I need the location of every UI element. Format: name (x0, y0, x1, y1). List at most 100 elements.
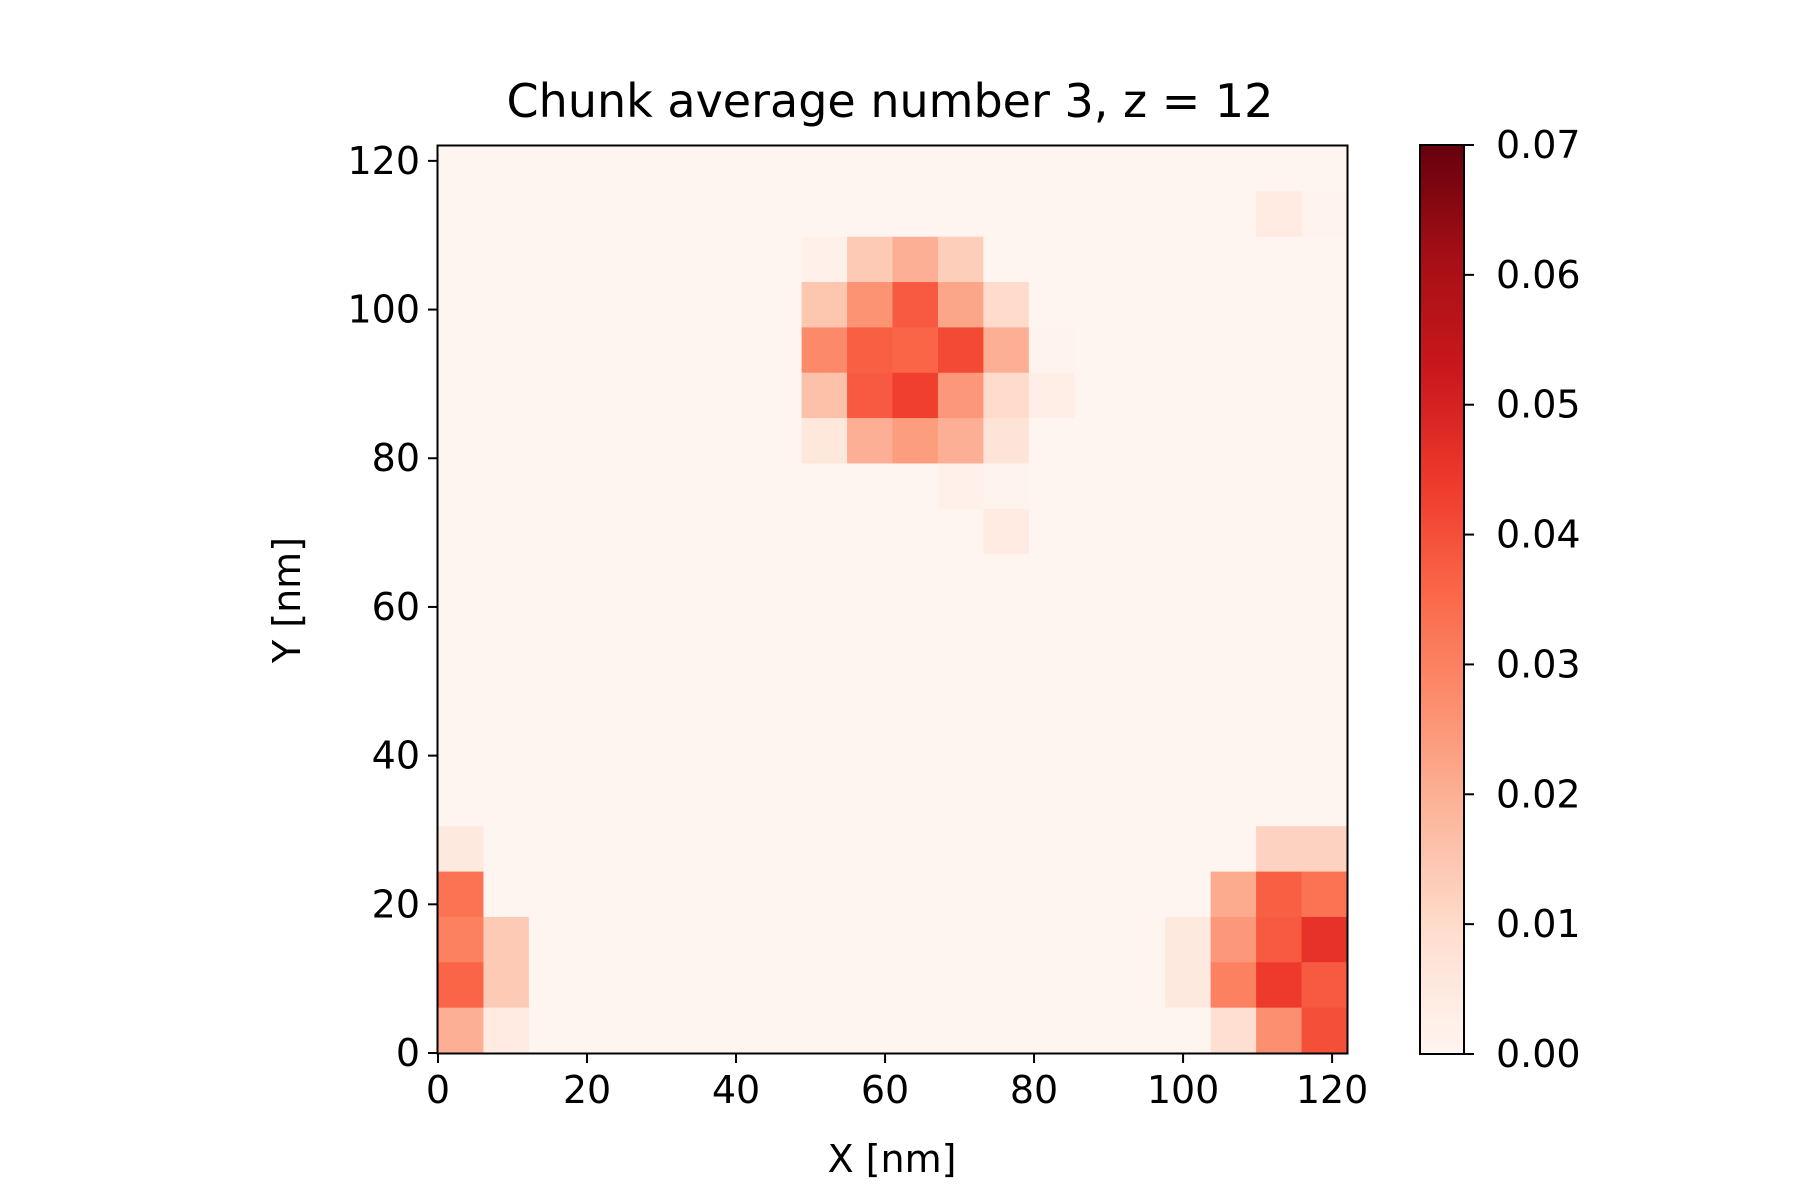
heatmap-cell (1119, 282, 1166, 328)
x-tick-label: 80 (1010, 1068, 1058, 1112)
heatmap-cell (1210, 599, 1257, 646)
heatmap-cell (847, 826, 894, 873)
heatmap-cell (983, 146, 1030, 192)
y-tick-label: 60 (372, 585, 420, 629)
heatmap-cell (438, 327, 485, 374)
heatmap-cell (528, 236, 575, 283)
heatmap-cell (756, 871, 803, 918)
heatmap-cell (892, 599, 939, 646)
heatmap-cell (710, 690, 757, 737)
heatmap-cell (1165, 599, 1212, 646)
heatmap-cell (619, 871, 666, 918)
heatmap-cell (1074, 916, 1121, 963)
heatmap-cell (483, 826, 530, 873)
heatmap-cell (665, 327, 712, 374)
heatmap-cell (574, 327, 621, 374)
heatmap-cell (801, 236, 848, 283)
heatmap-cell (756, 690, 803, 737)
heatmap-cell (1074, 236, 1121, 283)
heatmap-cell (801, 735, 848, 782)
heatmap-cell (710, 735, 757, 782)
heatmap-cell (528, 1007, 575, 1054)
heatmap-cell (1119, 735, 1166, 782)
heatmap-cell (1256, 508, 1303, 555)
heatmap-cell (710, 146, 757, 192)
heatmap-cell (1119, 554, 1166, 601)
heatmap-cell (528, 599, 575, 646)
heatmap-cell (1119, 644, 1166, 691)
heatmap-cell (1028, 282, 1075, 328)
heatmap-cell (1301, 508, 1348, 555)
heatmap-cell (1028, 962, 1075, 1009)
heatmap-cell (1165, 916, 1212, 963)
heatmap-cell (937, 962, 984, 1009)
heatmap-cell (438, 1007, 485, 1054)
heatmap-cell (710, 780, 757, 827)
heatmap-cell (892, 780, 939, 827)
heatmap-cell (1028, 191, 1075, 238)
heatmap-cell (983, 327, 1030, 374)
heatmap-cell (528, 826, 575, 873)
heatmap-cell (801, 508, 848, 555)
heatmap-cell (665, 826, 712, 873)
heatmap-cell (665, 599, 712, 646)
heatmap-cell (1119, 690, 1166, 737)
heatmap-cell (892, 372, 939, 419)
heatmap-cell (892, 327, 939, 374)
heatmap-cell (665, 418, 712, 465)
heatmap-cell (756, 463, 803, 510)
heatmap-cell (665, 191, 712, 238)
heatmap-cell (1301, 826, 1348, 873)
heatmap-cell (937, 871, 984, 918)
heatmap-cell (574, 191, 621, 238)
heatmap-cell (1028, 735, 1075, 782)
heatmap-cell (574, 146, 621, 192)
heatmap-cell (619, 780, 666, 827)
heatmap-cell (1210, 508, 1257, 555)
heatmap-cell (1074, 191, 1121, 238)
heatmap-cell (1119, 599, 1166, 646)
heatmap-cell (483, 554, 530, 601)
heatmap-cell (710, 418, 757, 465)
x-tick-label: 20 (563, 1068, 611, 1112)
heatmap-cell (847, 690, 894, 737)
heatmap-cell (983, 962, 1030, 1009)
heatmap-cell (756, 644, 803, 691)
heatmap-cell (1119, 236, 1166, 283)
heatmap-cell (1165, 554, 1212, 601)
heatmap-cell (801, 372, 848, 419)
heatmap-cell (438, 146, 485, 192)
heatmap-cell (801, 418, 848, 465)
heatmap-cell (937, 690, 984, 737)
heatmap-cell (1256, 780, 1303, 827)
heatmap-cell (1301, 690, 1348, 737)
heatmap-cell (937, 780, 984, 827)
heatmap-cell (756, 191, 803, 238)
heatmap-cell (438, 372, 485, 419)
heatmap-cell (710, 644, 757, 691)
heatmap-cell (1256, 372, 1303, 419)
heatmap-cell (619, 463, 666, 510)
heatmap-cell (528, 372, 575, 419)
heatmap-cell (847, 916, 894, 963)
x-axis: 0 20 40 60 80 100 120 (426, 1053, 1368, 1112)
y-tick-label: 80 (372, 436, 420, 480)
colorbar-tick-label: 0.01 (1496, 902, 1581, 946)
heatmap-cell (937, 236, 984, 283)
heatmap-cell (665, 1007, 712, 1054)
heatmap-cell (483, 962, 530, 1009)
colorbar (1419, 144, 1465, 1055)
heatmap-cell (1028, 1007, 1075, 1054)
heatmap-cell (1301, 1007, 1348, 1054)
heatmap-cell (438, 463, 485, 510)
heatmap-cell (1074, 508, 1121, 555)
heatmap-cell (1210, 916, 1257, 963)
heatmap-cell (847, 554, 894, 601)
heatmap-cell (983, 554, 1030, 601)
heatmap-cell (574, 508, 621, 555)
heatmap-cell (1210, 191, 1257, 238)
heatmap-cell (892, 508, 939, 555)
heatmap-cell (1165, 146, 1212, 192)
x-tick-label: 120 (1296, 1068, 1369, 1112)
heatmap-cell (438, 191, 485, 238)
